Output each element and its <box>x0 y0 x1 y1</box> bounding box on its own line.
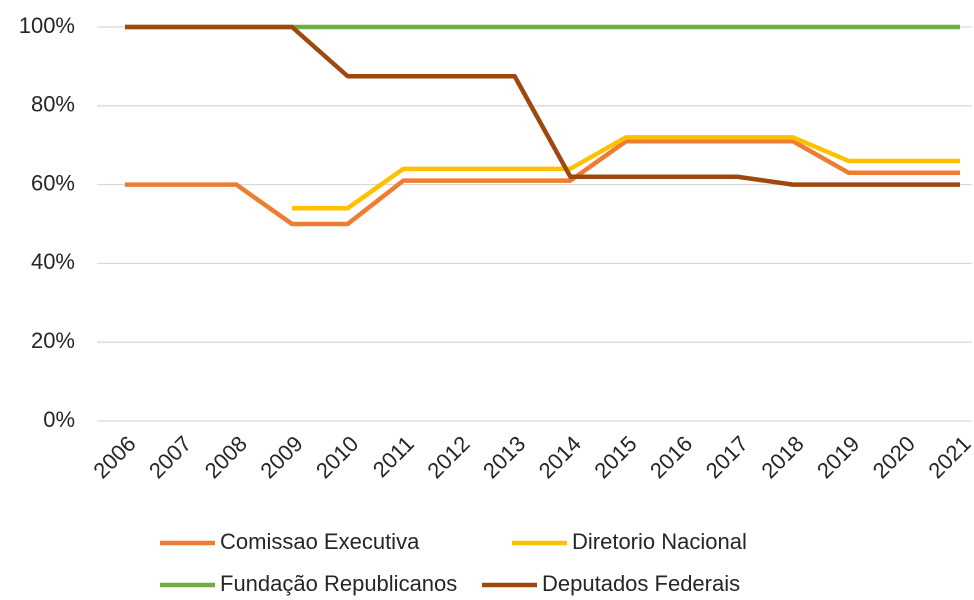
x-tick-label: 2017 <box>701 431 753 483</box>
x-tick-label: 2011 <box>368 431 419 482</box>
y-tick-label: 60% <box>31 170 75 195</box>
y-tick-label: 20% <box>31 328 75 353</box>
x-tick-label: 2007 <box>144 431 196 483</box>
y-tick-label: 80% <box>31 92 75 117</box>
x-tick-label: 2021 <box>923 431 974 483</box>
x-tick-label: 2010 <box>311 431 363 483</box>
legend-label: Fundação Republicanos <box>220 571 457 596</box>
x-tick-label: 2009 <box>255 431 307 483</box>
x-tick-label: 2015 <box>589 431 641 483</box>
x-tick-label: 2020 <box>868 431 920 483</box>
x-tick-label: 2019 <box>812 431 864 483</box>
x-tick-label: 2013 <box>478 431 530 483</box>
y-tick-label: 40% <box>31 249 75 274</box>
y-tick-label: 0% <box>43 407 75 432</box>
legend-label: Diretorio Nacional <box>572 529 747 554</box>
x-tick-label: 2008 <box>200 431 252 483</box>
series-line <box>125 24 960 187</box>
x-tick-label: 2012 <box>422 431 474 483</box>
series-line <box>292 135 960 211</box>
legend-label: Comissao Executiva <box>220 529 420 554</box>
x-tick-label: 2006 <box>88 431 140 483</box>
y-tick-label: 100% <box>19 13 75 38</box>
x-tick-label: 2014 <box>534 431 586 483</box>
series-line <box>125 139 960 227</box>
x-tick-label: 2018 <box>756 431 808 483</box>
legend-label: Deputados Federais <box>542 571 740 596</box>
x-tick-label: 2016 <box>645 431 697 483</box>
